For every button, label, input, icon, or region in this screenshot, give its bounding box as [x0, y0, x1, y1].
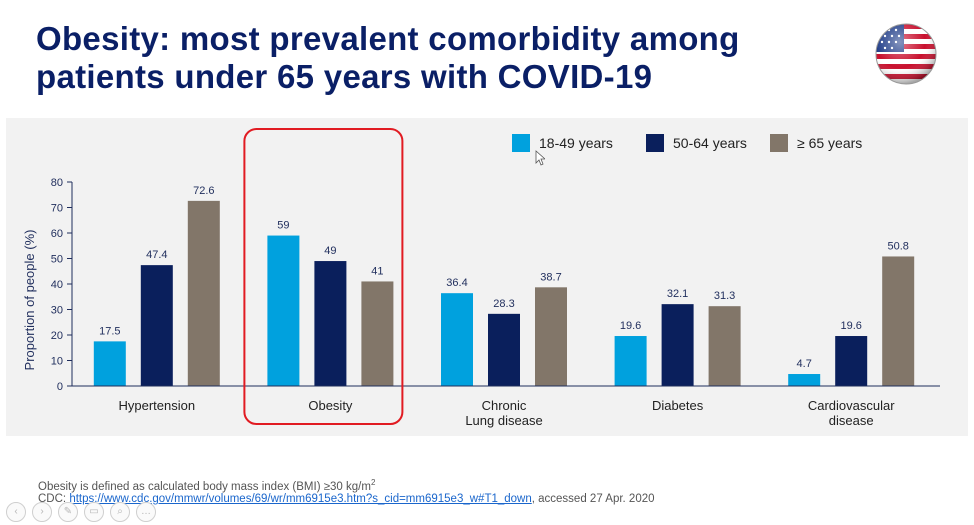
bar-value-label: 38.7: [540, 271, 561, 283]
mouse-cursor-icon: [535, 150, 545, 166]
bar-cardiovascular-s3: [882, 256, 915, 386]
bar-diabetes-s1: [614, 336, 647, 386]
bar-value-label: 49: [324, 245, 336, 257]
bar-hypertension-s1: [93, 341, 126, 386]
comorbidity-bar-chart: Proportion of people (%) 0 10 20 30 40 50 60 70…: [22, 128, 940, 428]
forward-icon[interactable]: ›: [32, 502, 52, 522]
category-label: Diabetes: [652, 398, 704, 413]
slide-title: Obesity: most prevalent comorbidity amon…: [36, 20, 856, 96]
y-tick-label: 20: [51, 330, 63, 342]
bar-value-label: 72.6: [193, 185, 214, 197]
bar-obesity-s1: [267, 235, 300, 386]
bar-value-label: 41: [371, 265, 383, 277]
bar-value-label: 59: [277, 220, 289, 232]
bar-value-label: 47.4: [146, 249, 167, 261]
footnote-text: Obesity is defined as calculated body ma…: [38, 480, 371, 493]
bar-value-label: 36.4: [446, 277, 467, 289]
more-icon[interactable]: …: [136, 502, 156, 522]
y-tick-label: 40: [51, 279, 63, 291]
category-label: Obesity: [308, 398, 353, 413]
back-icon[interactable]: ‹: [6, 502, 26, 522]
y-tick-label: 0: [57, 381, 63, 393]
bar-value-label: 19.6: [840, 320, 861, 332]
category-labels: Hypertension Obesity Chronic Lung disease Di…: [118, 398, 895, 428]
bar-diabetes-s2: [661, 304, 694, 386]
bar-obesity-s2: [314, 261, 347, 386]
category-label: Cardiovascular disease: [808, 398, 895, 428]
y-axis-ticks: 0 10 20 30 40 50 60 70 80: [51, 177, 72, 393]
bar-hypertension-s2: [140, 265, 173, 386]
bar-chronic-s2: [488, 313, 520, 386]
y-tick-label: 80: [51, 177, 63, 189]
legend: 18-49 years 50-64 years ≥ 65 years: [512, 134, 862, 152]
y-tick-label: 50: [51, 254, 63, 266]
zoom-icon[interactable]: ⌕: [110, 502, 130, 522]
bar-obesity-s3: [361, 281, 394, 386]
bar-chronic-s1: [441, 293, 473, 386]
legend-swatch-s1: [512, 134, 530, 152]
bar-value-label: 50.8: [887, 240, 908, 252]
source-line: CDC: https://www.cdc.gov/mmwr/volumes/69…: [38, 493, 655, 505]
bar-value-label: 31.3: [714, 290, 735, 302]
y-tick-label: 60: [51, 228, 63, 240]
bar-value-label: 32.1: [667, 288, 688, 300]
bar-value-label: 4.7: [797, 358, 812, 370]
legend-swatch-s2: [646, 134, 664, 152]
bar-value-label: 17.5: [99, 325, 120, 337]
bar-chronic-s3: [535, 287, 567, 386]
category-label: Chronic Lung disease: [465, 398, 542, 428]
y-tick-label: 30: [51, 305, 63, 317]
y-axis-label: Proportion of people (%): [22, 230, 37, 371]
source-suffix: , accessed 27 Apr. 2020: [531, 493, 655, 505]
obesity-highlight-box: [243, 128, 404, 425]
bar-cardiovascular-s1: [788, 374, 821, 386]
source-link[interactable]: https://www.cdc.gov/mmwr/volumes/69/wr/m…: [69, 493, 532, 505]
bar-value-label: 28.3: [493, 298, 514, 310]
bar-cardiovascular-s2: [835, 336, 868, 386]
title-line-1: Obesity: most prevalent comorbidity amon…: [36, 20, 740, 57]
y-tick-label: 10: [51, 356, 63, 368]
footnote-superscript: 2: [370, 478, 376, 487]
slides-icon[interactable]: ▭: [84, 502, 104, 522]
legend-label: 18-49 years: [539, 135, 613, 151]
title-line-2: patients under 65 years with COVID-19: [36, 58, 653, 95]
chart-panel: Proportion of people (%) 0 10 20 30 40 50 60 70…: [6, 118, 968, 436]
category-label: Hypertension: [118, 398, 195, 413]
bar-hypertension-s3: [187, 200, 220, 386]
bar-value-label: 19.6: [620, 320, 641, 332]
legend-label: ≥ 65 years: [797, 135, 862, 151]
legend-swatch-s3: [770, 134, 788, 152]
presentation-controls: ‹ › ✎ ▭ ⌕ …: [6, 502, 156, 524]
y-tick-label: 70: [51, 203, 63, 215]
bars: 17.5 47.4 72.6 59 49 41 36.4 28.3 38.7 19.6 32.1 31…: [93, 185, 915, 386]
pen-icon[interactable]: ✎: [58, 502, 78, 522]
bar-diabetes-s3: [708, 306, 741, 386]
legend-label: 50-64 years: [673, 135, 747, 151]
us-flag-icon: [875, 23, 937, 85]
footnote: Obesity is defined as calculated body ma…: [38, 474, 375, 496]
